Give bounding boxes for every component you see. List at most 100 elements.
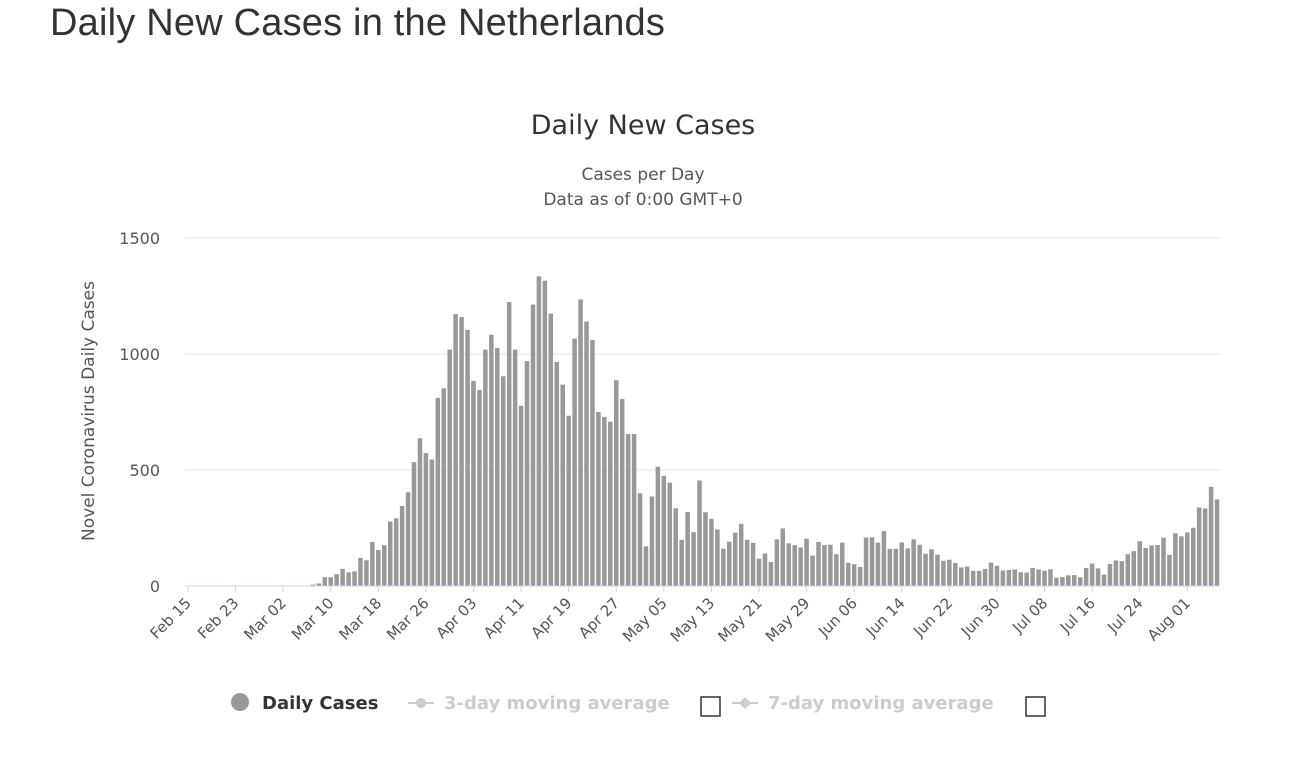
bar[interactable] <box>768 562 774 586</box>
bar[interactable] <box>804 538 809 586</box>
bar[interactable] <box>358 557 363 586</box>
bar[interactable] <box>590 339 595 586</box>
bar[interactable] <box>1072 575 1077 586</box>
bar[interactable] <box>917 544 922 586</box>
bar[interactable] <box>780 528 786 586</box>
bar[interactable] <box>1190 527 1196 586</box>
checkbox-3day[interactable] <box>700 696 721 717</box>
bar[interactable] <box>649 496 655 586</box>
bar[interactable] <box>447 349 452 586</box>
bar[interactable] <box>1137 541 1142 586</box>
bar[interactable] <box>1185 532 1190 586</box>
bar[interactable] <box>721 548 726 586</box>
bar[interactable] <box>953 563 958 586</box>
bar[interactable] <box>1161 537 1166 586</box>
bar[interactable] <box>899 542 905 586</box>
bar[interactable] <box>1095 568 1101 586</box>
bar[interactable] <box>994 565 1000 586</box>
bar[interactable] <box>1077 577 1083 586</box>
bar[interactable] <box>1089 563 1095 587</box>
bar[interactable] <box>352 571 357 586</box>
bar[interactable] <box>542 280 548 586</box>
bar[interactable] <box>709 518 714 586</box>
bar[interactable] <box>1214 499 1220 586</box>
bar[interactable] <box>346 572 351 586</box>
bar[interactable] <box>625 434 631 586</box>
bar[interactable] <box>1179 536 1184 586</box>
bar[interactable] <box>500 376 506 586</box>
bar[interactable] <box>685 511 690 586</box>
bar[interactable] <box>310 584 316 586</box>
bar[interactable] <box>911 539 916 586</box>
bar[interactable] <box>732 532 738 586</box>
bar[interactable] <box>744 539 750 586</box>
bar[interactable] <box>382 545 387 586</box>
bar[interactable] <box>738 523 744 586</box>
bar[interactable] <box>1143 547 1148 586</box>
bar[interactable] <box>495 347 500 586</box>
bar[interactable] <box>596 412 601 586</box>
bar[interactable] <box>691 532 696 586</box>
bar[interactable] <box>935 554 940 586</box>
bar[interactable] <box>958 567 964 586</box>
bar[interactable] <box>1060 576 1065 586</box>
bar[interactable] <box>1119 561 1125 586</box>
bar[interactable] <box>387 521 393 587</box>
bar[interactable] <box>518 405 524 586</box>
bar[interactable] <box>548 313 554 586</box>
bar[interactable] <box>798 547 803 586</box>
bar[interactable] <box>1054 577 1059 586</box>
bar[interactable] <box>786 543 792 586</box>
bar[interactable] <box>322 577 328 586</box>
bar[interactable] <box>727 541 732 586</box>
bar[interactable] <box>1167 554 1172 586</box>
bar[interactable] <box>976 570 982 586</box>
bar[interactable] <box>816 541 821 586</box>
bar[interactable] <box>845 562 851 586</box>
bar[interactable] <box>370 541 375 586</box>
bar[interactable] <box>471 380 476 586</box>
bar[interactable] <box>536 276 542 586</box>
bar[interactable] <box>435 397 441 586</box>
bar[interactable] <box>661 475 667 586</box>
bar[interactable] <box>774 539 780 586</box>
bar[interactable] <box>673 508 678 586</box>
bar[interactable] <box>655 466 661 586</box>
bar[interactable] <box>1101 574 1107 586</box>
bar[interactable] <box>1083 567 1089 586</box>
bar[interactable] <box>893 548 899 586</box>
bar[interactable] <box>1006 569 1012 586</box>
bar[interactable] <box>602 416 607 586</box>
bar[interactable] <box>477 389 482 586</box>
bar[interactable] <box>423 453 429 586</box>
bar[interactable] <box>1066 575 1071 586</box>
bar[interactable] <box>399 505 405 586</box>
bar[interactable] <box>756 558 762 586</box>
bar[interactable] <box>923 553 928 586</box>
bar[interactable] <box>947 559 952 586</box>
bar[interactable] <box>1155 544 1160 586</box>
bar[interactable] <box>429 459 435 586</box>
bar[interactable] <box>834 554 839 586</box>
bar[interactable] <box>334 574 339 586</box>
bar[interactable] <box>411 462 417 586</box>
bar[interactable] <box>1024 572 1029 586</box>
bar[interactable] <box>1208 486 1214 586</box>
bar[interactable] <box>441 388 447 586</box>
bar[interactable] <box>869 537 875 586</box>
bar[interactable] <box>530 304 536 586</box>
bar[interactable] <box>393 518 399 586</box>
bar[interactable] <box>1173 533 1178 586</box>
bar[interactable] <box>584 321 589 586</box>
bar[interactable] <box>340 568 345 586</box>
bar[interactable] <box>828 544 833 586</box>
bar[interactable] <box>881 531 887 586</box>
bar[interactable] <box>1107 563 1113 586</box>
legend-item-7day[interactable]: 7-day moving average <box>732 693 994 714</box>
bar[interactable] <box>1036 569 1041 586</box>
bar[interactable] <box>810 555 815 586</box>
bar[interactable] <box>453 314 458 586</box>
bar[interactable] <box>970 570 976 586</box>
bar[interactable] <box>643 546 649 586</box>
bar[interactable] <box>572 338 577 586</box>
